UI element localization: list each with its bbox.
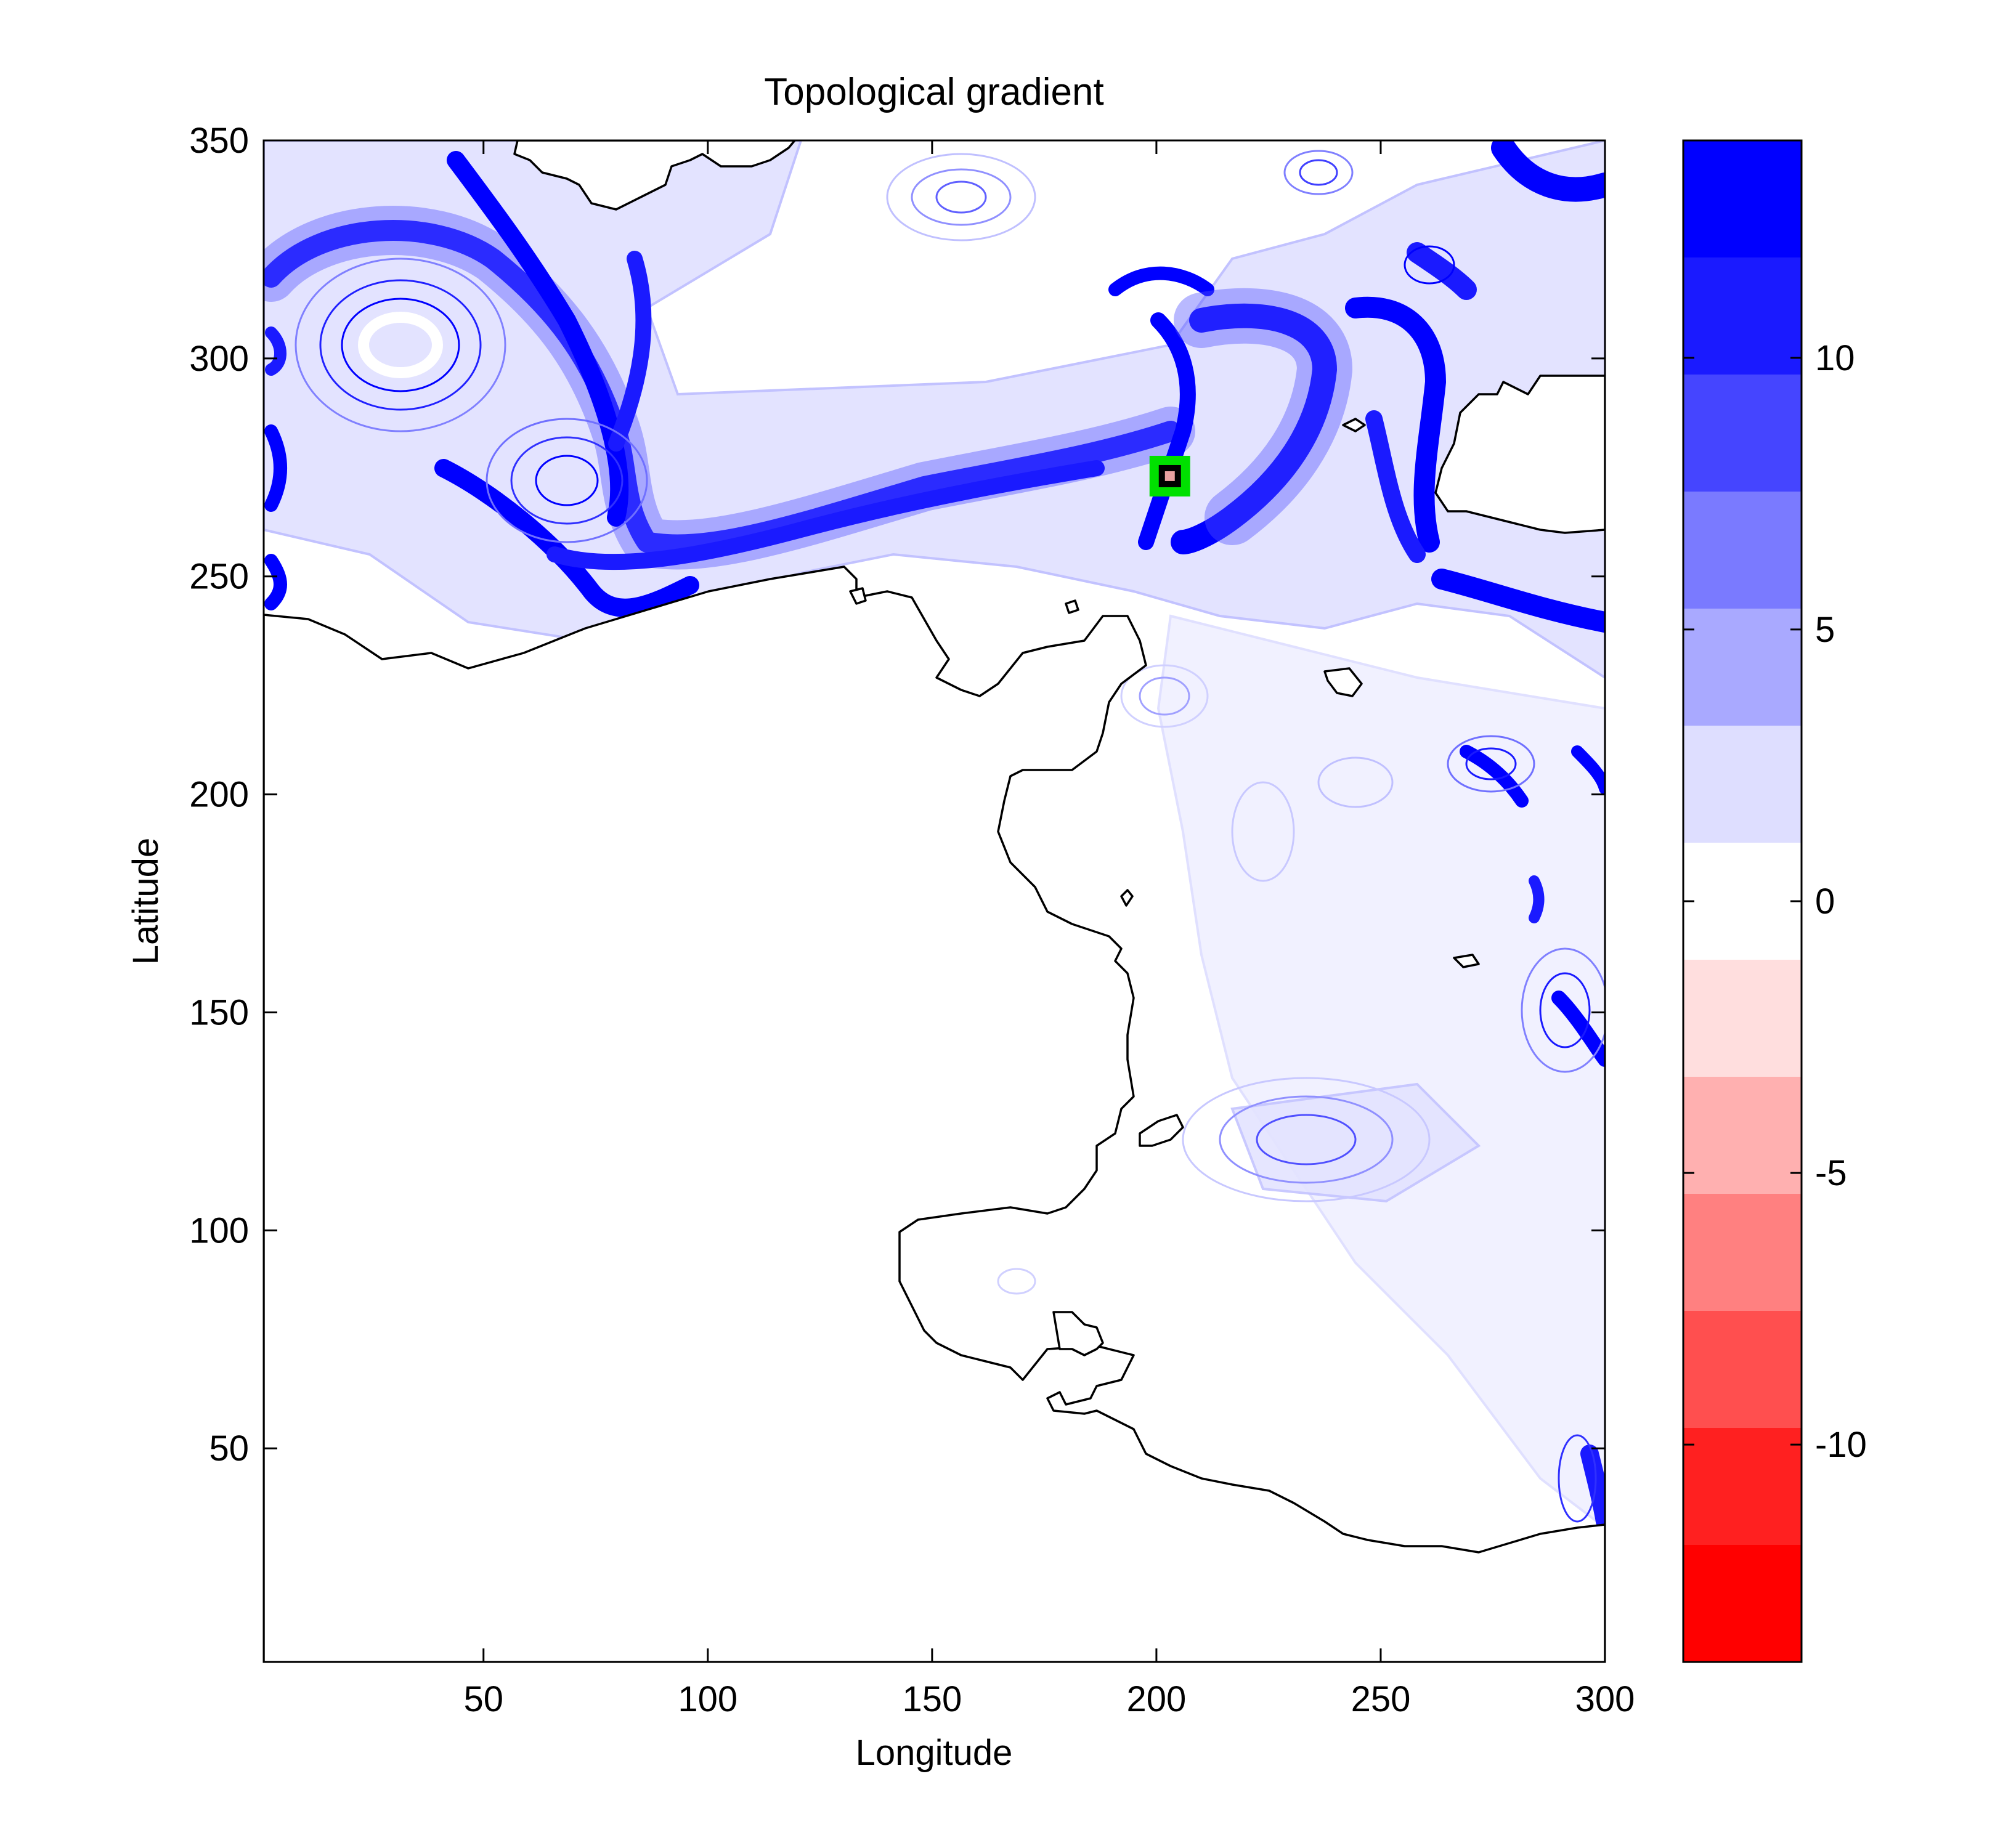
colorbar-band <box>1683 1428 1802 1546</box>
plot-frame <box>262 139 1606 1663</box>
island-small-2 <box>1453 954 1480 968</box>
y-tick-label: 100 <box>189 1210 249 1250</box>
colorbar-band <box>1683 1311 1802 1429</box>
coastline <box>264 140 1605 1662</box>
island-small-3 <box>1139 1114 1184 1147</box>
x-tick-label: 250 <box>1351 1679 1411 1719</box>
island-small-5 <box>1342 418 1366 432</box>
colorbar-band <box>1683 375 1802 492</box>
colorbar-tick-label: -5 <box>1815 1153 1847 1193</box>
y-tick-label: 250 <box>189 557 249 597</box>
colorbar-bands <box>1683 140 1802 1663</box>
colorbar-band <box>1683 609 1802 726</box>
x-tick-label: 200 <box>1127 1679 1187 1719</box>
plot-area: 50 100 150 200 250 300 50 100 150 200 250 300 350 <box>189 121 1635 1719</box>
y-tick-label: 300 <box>189 339 249 379</box>
colorbar-band <box>1683 257 1802 375</box>
y-axis: 50 100 150 200 250 300 350 <box>189 121 1605 1469</box>
x-tick-label: 100 <box>678 1679 737 1719</box>
contour-bands-strong <box>264 140 1605 1531</box>
colorbar-band <box>1683 1545 1802 1663</box>
island-small-6 <box>1065 599 1079 614</box>
y-tick-label: 350 <box>189 121 249 161</box>
colorbar-band <box>1683 1194 1802 1311</box>
perturbation-marker <box>1149 455 1190 496</box>
x-axis-label: Longitude <box>856 1733 1013 1773</box>
colorbar-tick-label: -10 <box>1815 1425 1867 1465</box>
colorbar-band <box>1683 843 1802 960</box>
colorbar-band <box>1683 726 1802 843</box>
island-sicily-like <box>1052 1311 1104 1356</box>
y-tick-label: 50 <box>209 1429 249 1469</box>
colorbar-band <box>1683 492 1802 609</box>
x-axis: 50 100 150 200 250 300 <box>464 140 1635 1719</box>
land-north-corner <box>513 140 796 211</box>
y-tick-label: 200 <box>189 775 249 815</box>
land-east <box>1434 375 1605 534</box>
island-small-4 <box>1120 889 1134 907</box>
colorbar-band <box>1683 1077 1802 1194</box>
x-tick-label: 150 <box>902 1679 962 1719</box>
colorbar-tick-label: 10 <box>1815 338 1855 378</box>
contour-lines <box>295 150 1605 1523</box>
marker-inner-square <box>1164 471 1175 481</box>
colorbar: 10 5 0 -5 -10 <box>1682 139 1867 1663</box>
colorbar-ticks: 10 5 0 -5 -10 <box>1683 338 1867 1465</box>
colorbar-band <box>1683 960 1802 1077</box>
island-small-7 <box>849 587 867 605</box>
land-south-west <box>264 565 1605 1662</box>
colorbar-tick-label: 0 <box>1815 881 1835 922</box>
island-small-1 <box>1323 667 1363 697</box>
contour-halo <box>264 140 1605 1530</box>
y-tick-label: 150 <box>189 992 249 1032</box>
y-axis-label: Latitude <box>126 838 166 965</box>
colorbar-band <box>1683 140 1802 258</box>
chart-title: Topological gradient <box>764 71 1104 113</box>
colorbar-tick-label: 5 <box>1815 610 1835 650</box>
x-tick-label: 50 <box>464 1679 504 1719</box>
x-tick-label: 300 <box>1575 1679 1635 1719</box>
contour-field <box>264 140 1605 1662</box>
